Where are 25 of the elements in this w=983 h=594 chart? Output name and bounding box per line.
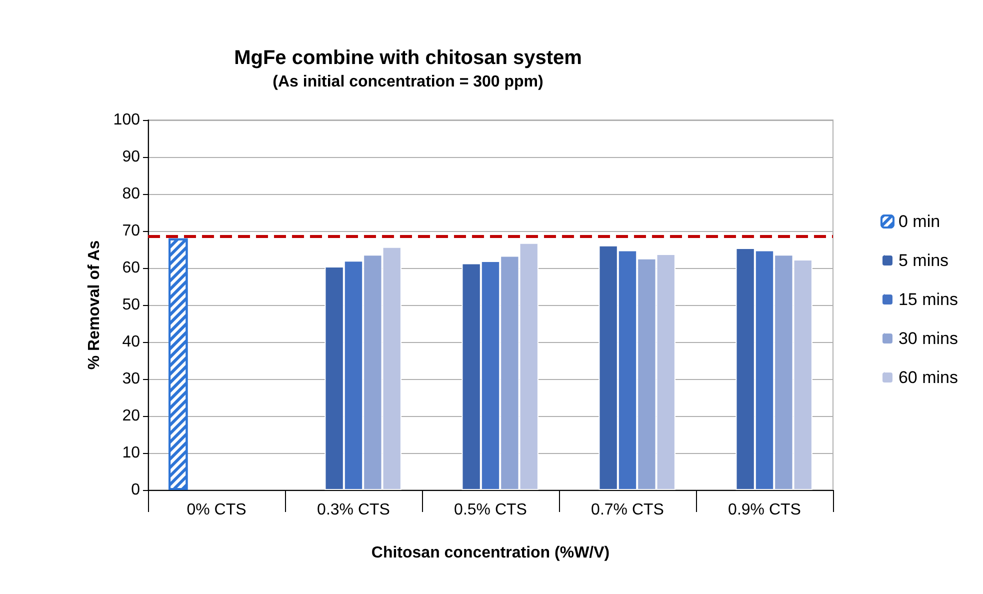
y-tick-label: 10 [122, 444, 140, 462]
y-axis-title: % Removal of As [86, 240, 103, 370]
legend-label: 60 mins [898, 368, 958, 387]
y-tick-label: 50 [122, 296, 140, 314]
y-tick-label: 0 [131, 482, 140, 498]
legend-label: 0 min [898, 212, 940, 231]
y-tick-label: 20 [122, 408, 140, 424]
x-tick-label: 0.3% CTS [317, 502, 390, 518]
x-axis-title: Chitosan concentration (%W/V) [371, 544, 610, 562]
y-tick-label: 80 [122, 186, 140, 202]
y-tick-label: 60 [122, 260, 140, 276]
x-tick-label: 0.5% CTS [454, 502, 527, 518]
chart-subtitle: (As initial concentration = 300 ppm) [272, 74, 544, 90]
y-tick-label: 30 [122, 370, 140, 388]
legend-label: 30 mins [898, 329, 958, 348]
legend-label: 5 mins [898, 251, 949, 270]
y-tick-label: 90 [122, 148, 140, 166]
y-tick-label: 70 [122, 222, 140, 240]
y-tick-label: 100 [113, 112, 140, 128]
y-tick-label: 40 [122, 334, 140, 350]
x-tick-label: 0.9% CTS [728, 502, 801, 518]
legend-label: 15 mins [898, 290, 958, 309]
x-tick-label: 0.7% CTS [591, 502, 664, 518]
x-tick-label: 0% CTS [186, 502, 246, 518]
chart-title: MgFe combine with chitosan system [234, 47, 582, 69]
